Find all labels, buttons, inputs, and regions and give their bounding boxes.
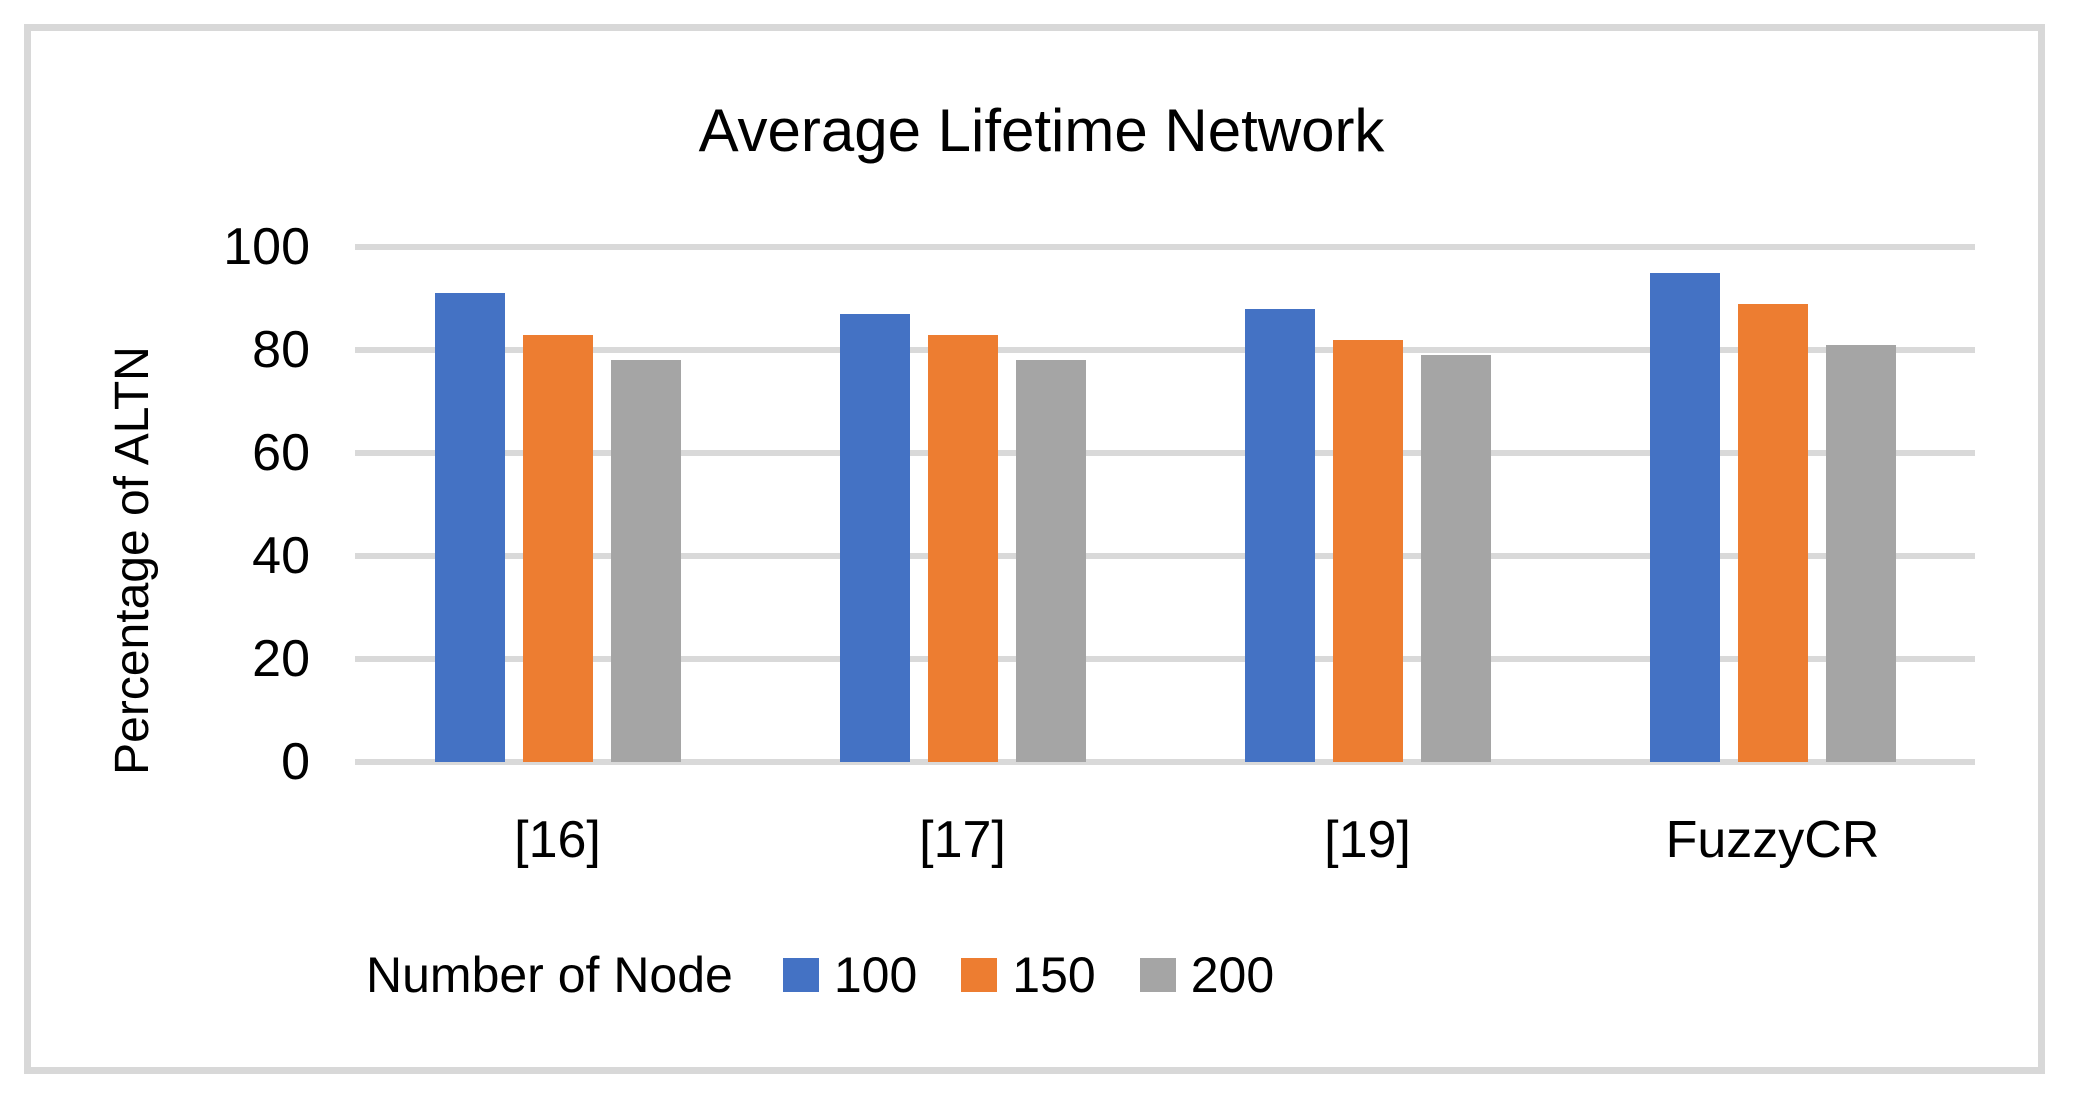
- y-tick-label-40: 40: [252, 527, 310, 585]
- bar-group-[16]: [355, 247, 760, 762]
- gridline-40: [355, 553, 1975, 559]
- legend-swatch-icon: [1139, 958, 1176, 992]
- bar-FuzzyCR-series-100: [1649, 272, 1720, 762]
- y-tick-label-0: 0: [281, 733, 310, 791]
- plot-area: [355, 244, 1975, 765]
- legend-item-200: 200: [1139, 946, 1275, 1004]
- gridline-100: [355, 244, 1975, 250]
- bar-[19]-series-150: [1332, 339, 1403, 762]
- x-label-[19]: [19]: [1324, 811, 1411, 869]
- legend-swatch-icon: [782, 958, 819, 992]
- legend-item-100: 100: [782, 946, 918, 1004]
- bar-[17]-series-100: [839, 313, 910, 762]
- bar-[19]-series-100: [1244, 308, 1315, 762]
- bar-group-FuzzyCR: [1570, 247, 1975, 762]
- legend-swatch-icon: [961, 958, 998, 992]
- bar-[16]-series-150: [522, 334, 593, 762]
- y-tick-label-60: 60: [252, 424, 310, 482]
- legend-label: 200: [1190, 947, 1275, 1003]
- gridline-20: [355, 656, 1975, 662]
- legend-label: 100: [833, 947, 918, 1003]
- x-label-[17]: [17]: [919, 811, 1006, 869]
- x-label-FuzzyCR: FuzzyCR: [1665, 811, 1880, 869]
- bar-FuzzyCR-series-150: [1737, 303, 1808, 762]
- bar-group-[17]: [760, 247, 1165, 762]
- gridline-80: [355, 347, 1975, 353]
- y-tick-label-100: 100: [223, 218, 310, 276]
- legend-items: 100 150 200: [782, 946, 1275, 1004]
- x-axis-category-labels: [16] [17] [19] FuzzyCR: [355, 810, 1975, 880]
- bar-[19]-series-200: [1420, 355, 1491, 762]
- bar-[17]-series-150: [927, 334, 998, 762]
- bar-FuzzyCR-series-200: [1825, 344, 1896, 762]
- y-axis-tick-labels: 0 20 40 60 80 100: [130, 218, 310, 791]
- bar-groups: [355, 247, 1975, 762]
- gridline-0: [355, 759, 1975, 765]
- legend-label: 150: [1012, 947, 1096, 1003]
- y-tick-label-80: 80: [252, 321, 310, 379]
- bar-[16]-series-100: [434, 293, 505, 762]
- bar-group-[19]: [1165, 247, 1570, 762]
- y-tick-label-20: 20: [252, 630, 310, 688]
- bar-[17]-series-200: [1015, 360, 1086, 762]
- bar-[16]-series-200: [610, 360, 681, 762]
- legend: Number of Node 100 150 200: [366, 942, 1274, 1008]
- x-label-[16]: [16]: [514, 811, 601, 869]
- chart-title: Average Lifetime Network: [698, 97, 1385, 164]
- gridline-60: [355, 450, 1975, 456]
- legend-title: Number of Node: [366, 947, 733, 1003]
- legend-item-150: 150: [961, 946, 1096, 1004]
